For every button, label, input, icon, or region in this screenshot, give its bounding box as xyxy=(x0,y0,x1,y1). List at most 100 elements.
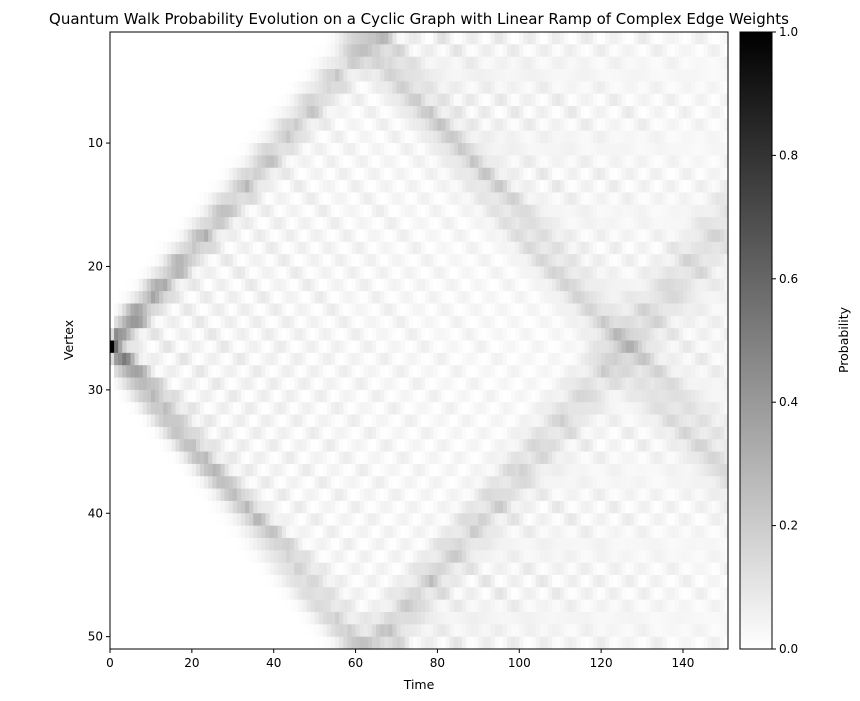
heatmap-cell xyxy=(400,587,406,601)
heatmap-cell xyxy=(453,118,459,132)
heatmap-cell xyxy=(306,402,312,416)
heatmap-cell xyxy=(171,550,177,564)
heatmap-cell xyxy=(212,229,218,243)
heatmap-cell xyxy=(498,414,504,428)
heatmap-cell xyxy=(363,636,369,650)
heatmap-cell xyxy=(306,81,312,95)
heatmap-cell xyxy=(515,204,520,218)
heatmap-cell xyxy=(126,180,132,194)
heatmap-cell xyxy=(490,217,496,231)
heatmap-cell xyxy=(384,476,389,490)
heatmap-cell xyxy=(118,143,123,156)
heatmap-cell xyxy=(118,488,123,502)
heatmap-cell xyxy=(126,352,132,366)
heatmap-cell xyxy=(253,414,258,428)
heatmap-cell xyxy=(130,463,136,477)
heatmap-cell xyxy=(470,56,475,70)
heatmap-cell xyxy=(400,229,406,243)
heatmap-cell xyxy=(421,180,426,194)
heatmap-cell xyxy=(470,574,475,588)
heatmap-cell xyxy=(457,291,463,305)
heatmap-cell xyxy=(371,550,377,564)
heatmap-cell xyxy=(171,266,177,280)
heatmap-cell xyxy=(224,439,230,453)
heatmap-cell xyxy=(236,278,242,292)
heatmap-cell xyxy=(466,476,471,490)
heatmap-cell xyxy=(351,451,357,465)
heatmap-cell xyxy=(494,365,500,379)
heatmap-cell xyxy=(122,44,127,58)
heatmap-cell xyxy=(224,303,230,317)
heatmap-cell xyxy=(498,352,504,366)
heatmap-cell xyxy=(195,241,201,255)
heatmap-cell xyxy=(265,130,271,144)
heatmap-cell xyxy=(236,106,242,119)
heatmap-cell xyxy=(445,463,451,477)
heatmap-cell xyxy=(265,69,271,82)
heatmap-cell xyxy=(298,315,303,329)
heatmap-cell xyxy=(290,254,295,268)
heatmap-cell xyxy=(384,525,389,539)
heatmap-cell xyxy=(490,550,496,564)
heatmap-cell xyxy=(339,550,344,564)
heatmap-cell xyxy=(171,451,177,465)
heatmap-cell xyxy=(441,254,447,268)
heatmap-cell xyxy=(478,365,484,379)
heatmap-cell xyxy=(249,525,254,539)
heatmap-cell xyxy=(400,328,406,342)
heatmap-cell xyxy=(171,291,177,305)
heatmap-cell xyxy=(429,254,434,268)
heatmap-cell xyxy=(335,130,340,144)
heatmap-cell xyxy=(269,118,275,132)
heatmap-cell xyxy=(351,106,357,119)
heatmap-cell xyxy=(310,451,316,465)
heatmap-cell xyxy=(285,476,291,490)
heatmap-cell xyxy=(302,241,308,255)
heatmap-cell xyxy=(257,81,263,95)
heatmap-cell xyxy=(155,93,160,107)
heatmap-cell xyxy=(150,340,156,354)
heatmap-cell xyxy=(122,56,127,70)
heatmap-cell xyxy=(384,241,389,255)
heatmap-cell xyxy=(486,167,492,181)
heatmap-cell xyxy=(416,291,422,305)
heatmap-cell xyxy=(412,636,418,650)
heatmap-cell xyxy=(228,266,234,280)
heatmap-cell xyxy=(322,130,328,144)
heatmap-cell xyxy=(232,636,238,650)
heatmap-cell xyxy=(384,81,389,95)
heatmap-cell xyxy=(478,217,484,231)
heatmap-cell xyxy=(159,562,164,576)
heatmap-cell xyxy=(163,315,168,329)
heatmap-cell xyxy=(486,303,492,317)
heatmap-cell xyxy=(187,463,193,477)
heatmap-cell xyxy=(220,106,226,119)
heatmap-cell xyxy=(163,587,168,601)
heatmap-cell xyxy=(285,488,291,502)
heatmap-cell xyxy=(371,180,377,194)
heatmap-cell xyxy=(183,636,189,650)
heatmap-cell xyxy=(155,69,160,82)
heatmap-cell xyxy=(511,81,516,95)
heatmap-cell xyxy=(240,525,246,539)
heatmap-cell xyxy=(269,241,275,255)
heatmap-cell xyxy=(498,340,504,354)
heatmap-cell xyxy=(482,217,488,231)
heatmap-cell xyxy=(392,426,398,440)
heatmap-cell xyxy=(408,562,414,576)
heatmap-cell xyxy=(138,81,144,95)
heatmap-cell xyxy=(130,69,136,82)
heatmap-cell xyxy=(257,451,263,465)
heatmap-cell xyxy=(511,204,516,218)
heatmap-cell xyxy=(261,143,267,156)
heatmap-cell xyxy=(191,500,197,514)
heatmap-cell xyxy=(396,488,402,502)
heatmap-cell xyxy=(240,340,246,354)
heatmap-cell xyxy=(494,106,500,119)
heatmap-cell xyxy=(249,241,254,255)
heatmap-cell xyxy=(150,574,156,588)
heatmap-cell xyxy=(371,69,377,82)
heatmap-cell xyxy=(302,451,308,465)
heatmap-cell xyxy=(498,106,504,119)
heatmap-cell xyxy=(216,414,222,428)
